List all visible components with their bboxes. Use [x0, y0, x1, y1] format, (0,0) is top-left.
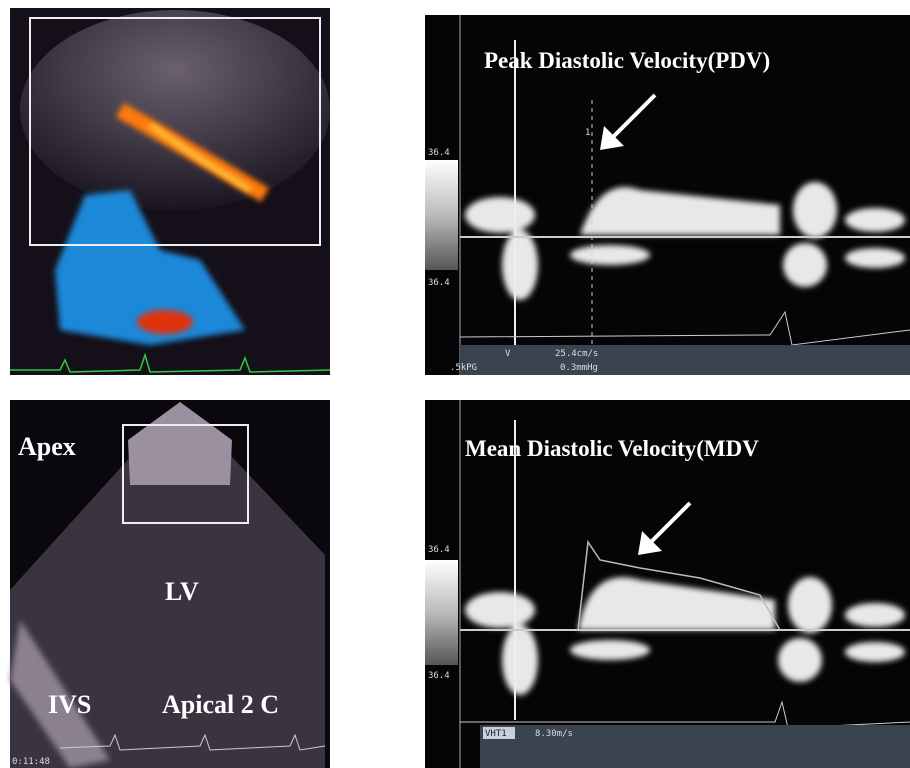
gray-scale-bar	[425, 160, 458, 270]
spectrum-blob	[845, 248, 905, 268]
scale-label: 36.4	[428, 148, 450, 158]
spectrum-blob	[778, 638, 822, 682]
gray-scale-bar	[425, 560, 458, 665]
spectrum-blob	[845, 208, 905, 232]
label-view: Apical 2 C	[162, 690, 279, 719]
spectrum-blob	[783, 243, 827, 287]
readout-prf: .5kPG	[450, 363, 477, 373]
readout-bar	[460, 345, 910, 375]
color-doppler-panel	[10, 8, 330, 375]
apical-panel: Apex LV IVS Apical 2 C 0:11:48	[10, 400, 330, 768]
scale-label: 36.4	[428, 545, 450, 555]
cursor-marker: 1	[585, 128, 590, 138]
readout-label: VHT1	[485, 729, 507, 739]
page: 1 36.4 36.4 V 25.4cm/s .5kPG 0.3mmHg Pea…	[0, 0, 910, 768]
label-apex: Apex	[18, 432, 76, 461]
spectrum-blob	[570, 640, 650, 660]
timestamp: 0:11:48	[12, 757, 50, 767]
figure: 1 36.4 36.4 V 25.4cm/s .5kPG 0.3mmHg Pea…	[0, 0, 910, 768]
label-ivs: IVS	[48, 690, 91, 719]
spectrum-blob	[502, 625, 538, 695]
spectrum-blob	[570, 245, 650, 265]
scale-label: 36.4	[428, 278, 450, 288]
panel-title: Mean Diastolic Velocity(MDV	[465, 436, 759, 461]
label-lv: LV	[165, 577, 199, 606]
spectrum-blob	[845, 603, 905, 627]
scale-label: 36.4	[428, 671, 450, 681]
spectrum-blob	[465, 592, 535, 628]
readout-gradient: 0.3mmHg	[560, 363, 598, 373]
color-flow-red	[137, 310, 193, 334]
readout-velocity: 25.4cm/s	[555, 349, 598, 359]
spectrum-blob	[788, 577, 832, 633]
spectrum-blob	[845, 642, 905, 662]
readout-velocity: 8.30m/s	[535, 729, 573, 739]
panel-title: Peak Diastolic Velocity(PDV)	[484, 48, 770, 73]
peak-doppler-panel: 1 36.4 36.4 V 25.4cm/s .5kPG 0.3mmHg Pea…	[425, 15, 910, 375]
spectrum-blob	[502, 230, 538, 300]
readout-label: V	[505, 349, 511, 359]
tissue-echo	[20, 10, 330, 210]
mean-doppler-panel: 36.4 36.4 VHT1 8.30m/s Mean Diastolic Ve…	[425, 400, 910, 768]
spectrum-blob	[793, 182, 837, 238]
spectrum-blob	[465, 197, 535, 233]
